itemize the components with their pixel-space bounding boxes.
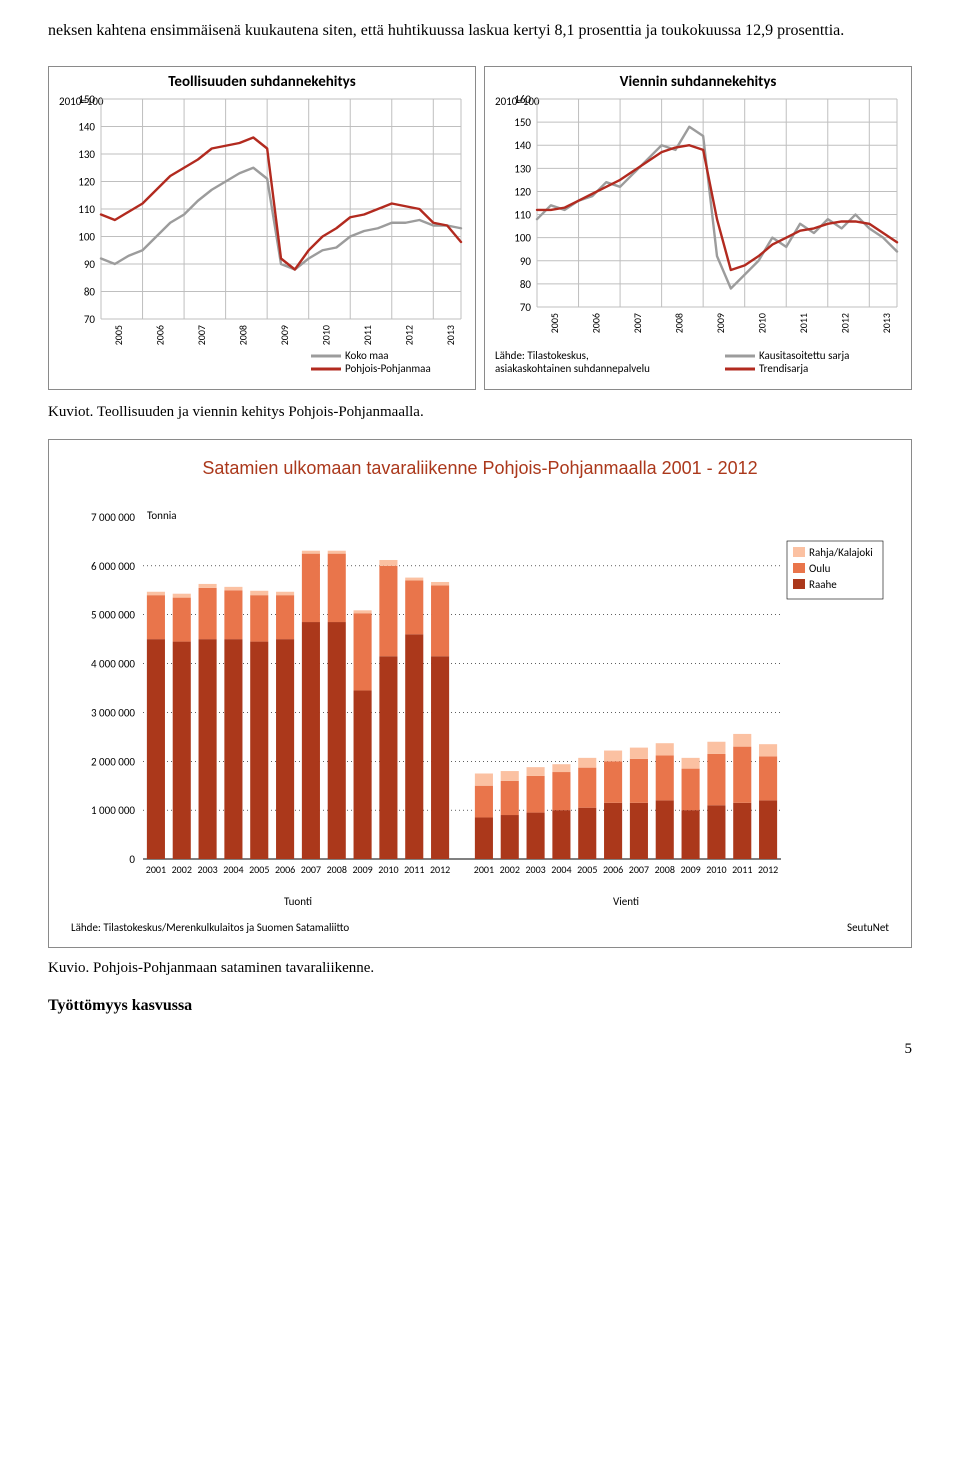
industry-title: Teollisuuden suhdannekehitys [57,73,467,91]
svg-text:2012: 2012 [839,313,852,333]
svg-text:2010: 2010 [378,863,398,876]
svg-text:2013: 2013 [444,325,457,345]
bar-chart: Tonnia 0 1 000 000 2 000 000 3 000 000 4 000 … [71,507,891,937]
subheading: Työttömyys kasvussa [48,997,912,1015]
svg-text:2005: 2005 [112,325,125,345]
svg-text:2 000 000: 2 000 000 [91,756,135,769]
svg-text:110: 110 [78,203,95,216]
svg-text:2004: 2004 [223,863,243,876]
svg-text:130: 130 [514,163,531,176]
svg-text:2001: 2001 [146,863,166,876]
svg-text:2007: 2007 [631,313,644,333]
bar-chart-title: Satamien ulkomaan tavaraliikenne Pohjois… [71,458,889,479]
svg-text:Pohjois-Pohjanmaa: Pohjois-Pohjanmaa [345,362,431,375]
svg-text:2006: 2006 [603,863,623,876]
svg-text:2002: 2002 [500,863,520,876]
svg-text:80: 80 [520,278,532,291]
svg-text:2010: 2010 [319,325,332,345]
page-number: 5 [48,1041,912,1058]
svg-text:2012: 2012 [403,325,416,345]
svg-text:2008: 2008 [327,863,347,876]
svg-text:2010: 2010 [706,863,726,876]
svg-text:120: 120 [78,176,95,189]
svg-text:2004: 2004 [551,863,571,876]
svg-text:120: 120 [514,186,531,199]
svg-text:2003: 2003 [197,863,217,876]
svg-text:2012: 2012 [758,863,778,876]
svg-text:2007: 2007 [195,325,208,345]
svg-text:0: 0 [129,853,135,866]
svg-text:90: 90 [520,255,532,268]
body-paragraph: neksen kahtena ensimmäisenä kuukautena s… [48,20,912,42]
svg-text:100: 100 [514,232,531,245]
svg-text:Koko maa: Koko maa [345,349,389,362]
svg-text:3 000 000: 3 000 000 [91,707,135,720]
caption-line-charts: Kuviot. Teollisuuden ja viennin kehitys … [48,404,912,421]
svg-text:2010: 2010 [755,313,768,333]
industry-panel: Teollisuuden suhdannekehitys 2010=100708… [48,66,476,390]
svg-text:2001: 2001 [474,863,494,876]
svg-text:Raahe: Raahe [809,578,837,591]
svg-text:7 000 000: 7 000 000 [91,511,135,524]
svg-text:70: 70 [520,301,532,314]
svg-text:asiakaskohtainen suhdannepalve: asiakaskohtainen suhdannepalvelu [495,362,650,375]
industry-chart: 2010=10070809010011012013014015020052006… [57,93,467,383]
svg-text:2011: 2011 [404,863,424,876]
svg-text:2007: 2007 [629,863,649,876]
svg-text:2005: 2005 [548,313,561,333]
svg-text:160: 160 [514,93,531,106]
svg-text:2009: 2009 [680,863,700,876]
line-charts-row: Teollisuuden suhdannekehitys 2010=100708… [48,66,912,390]
svg-text:80: 80 [84,286,96,299]
svg-text:2008: 2008 [655,863,675,876]
svg-text:Tuonti: Tuonti [284,895,312,908]
svg-text:Rahja/Kalajoki: Rahja/Kalajoki [809,546,873,559]
svg-text:150: 150 [78,93,95,106]
svg-text:140: 140 [514,140,531,153]
svg-text:100: 100 [78,231,95,244]
svg-text:2006: 2006 [153,325,166,345]
svg-text:Vienti: Vienti [613,895,639,908]
svg-text:2008: 2008 [672,313,685,333]
export-panel: Viennin suhdannekehitys 2010=10070809010… [484,66,912,390]
svg-text:Oulu: Oulu [809,562,831,575]
svg-text:2009: 2009 [352,863,372,876]
svg-text:110: 110 [514,209,531,222]
svg-text:5 000 000: 5 000 000 [91,609,135,622]
svg-text:2002: 2002 [172,863,192,876]
svg-text:2006: 2006 [275,863,295,876]
svg-text:Lähde: Tilastokeskus,: Lähde: Tilastokeskus, [495,349,589,362]
svg-text:Lähde: Tilastokeskus/Merenkulk: Lähde: Tilastokeskus/Merenkulkulaitos ja… [71,921,349,934]
svg-text:2006: 2006 [589,313,602,333]
svg-text:1 000 000: 1 000 000 [91,805,135,818]
svg-text:150: 150 [514,117,531,130]
export-title: Viennin suhdannekehitys [493,73,903,91]
svg-text:Trendisarja: Trendisarja [759,362,808,375]
svg-text:SeutuNet: SeutuNet [847,921,889,934]
svg-text:140: 140 [78,121,95,134]
caption-bar-chart: Kuvio. Pohjois-Pohjanmaan sataminen tava… [48,960,912,977]
svg-text:2012: 2012 [430,863,450,876]
export-chart: 2010=10070809010011012013014015016020052… [493,93,903,383]
svg-text:2009: 2009 [714,313,727,333]
svg-text:2011: 2011 [797,313,810,333]
svg-text:2009: 2009 [278,325,291,345]
svg-text:2011: 2011 [732,863,752,876]
svg-text:Kausitasoitettu sarja: Kausitasoitettu sarja [759,349,849,362]
svg-text:2011: 2011 [361,325,374,345]
svg-text:2005: 2005 [249,863,269,876]
svg-text:2005: 2005 [577,863,597,876]
bar-chart-panel: Satamien ulkomaan tavaraliikenne Pohjois… [48,439,912,948]
svg-text:90: 90 [84,258,96,271]
svg-text:Tonnia: Tonnia [147,509,177,522]
svg-text:130: 130 [78,148,95,161]
svg-text:2003: 2003 [525,863,545,876]
svg-text:2013: 2013 [880,313,893,333]
svg-text:70: 70 [84,313,96,326]
svg-text:2008: 2008 [236,325,249,345]
svg-text:4 000 000: 4 000 000 [91,658,135,671]
svg-text:2007: 2007 [301,863,321,876]
svg-text:6 000 000: 6 000 000 [91,560,135,573]
